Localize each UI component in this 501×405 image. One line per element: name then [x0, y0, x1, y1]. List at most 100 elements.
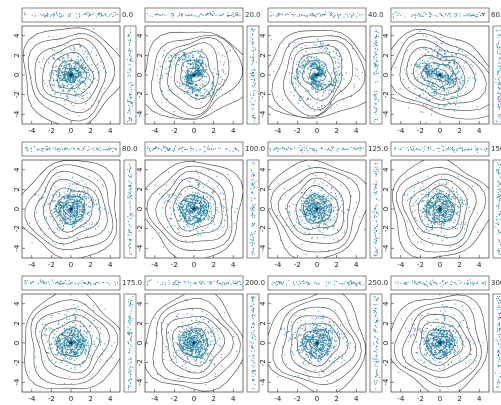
- scatter-point: [339, 53, 341, 55]
- scatter-point: [64, 103, 66, 105]
- strip-point: [374, 66, 376, 68]
- scatter-point: [78, 73, 80, 75]
- strip-point: [419, 16, 421, 18]
- scatter-point: [74, 190, 76, 193]
- scatter-point: [71, 66, 73, 68]
- scatter-point: [342, 59, 344, 61]
- scatter-point: [336, 49, 338, 51]
- scatter-point: [83, 203, 85, 205]
- scatter-point: [91, 75, 93, 77]
- scatter-point: [196, 88, 198, 90]
- scatter-point: [77, 64, 79, 66]
- strip-point: [90, 13, 92, 15]
- scatter-point: [193, 216, 195, 218]
- strip-point: [373, 45, 375, 47]
- scatter-point: [196, 192, 198, 194]
- scatter-point: [333, 84, 335, 86]
- scatter-point: [65, 80, 67, 82]
- scatter-point: [437, 78, 439, 80]
- strip-point: [375, 40, 377, 42]
- scatter-point: [76, 37, 78, 39]
- contour-line: [268, 30, 366, 119]
- scatter-point: [435, 62, 437, 64]
- scatter-point: [216, 185, 218, 188]
- strip-point: [180, 15, 182, 17]
- scatter-point: [58, 70, 61, 72]
- scatter-point: [55, 71, 57, 73]
- scatter-point: [74, 72, 76, 74]
- scatter-point: [292, 83, 294, 85]
- scatter-point: [213, 190, 215, 192]
- scatter-point: [212, 93, 214, 95]
- scatter-point: [169, 65, 171, 67]
- strip-point: [97, 148, 99, 151]
- scatter-point: [312, 76, 314, 78]
- strip-point: [463, 15, 465, 17]
- scatter-point: [196, 63, 198, 65]
- scatter-point: [73, 45, 75, 47]
- scatter-point: [192, 199, 194, 202]
- scatter-point: [159, 78, 161, 80]
- scatter-point: [198, 91, 200, 93]
- strip-point: [36, 149, 38, 151]
- scatter-point: [189, 81, 191, 83]
- strip-point: [498, 100, 501, 102]
- scatter-point: [88, 175, 90, 177]
- scatter-point: [69, 194, 71, 196]
- strip-point: [497, 73, 499, 75]
- scatter-point: [189, 176, 191, 179]
- scatter-point: [187, 76, 189, 78]
- scatter-point: [308, 82, 310, 84]
- scatter-point: [205, 209, 207, 211]
- x-tick-label: 0: [192, 127, 196, 135]
- scatter-point: [74, 91, 76, 93]
- scatter-point: [417, 66, 419, 68]
- scatter-point: [446, 80, 448, 82]
- strip-point: [84, 13, 86, 16]
- scatter-point: [207, 217, 209, 219]
- strip-point: [347, 16, 349, 18]
- contour-line: [291, 45, 343, 111]
- scatter-point: [74, 196, 76, 198]
- strip-point: [358, 14, 361, 16]
- scatter-point: [180, 189, 183, 191]
- scatter-point: [59, 223, 61, 225]
- scatter-point: [414, 63, 416, 65]
- scatter-point: [58, 226, 60, 228]
- strip-point: [155, 13, 157, 15]
- scatter-point: [211, 80, 213, 82]
- strip-point: [99, 147, 101, 149]
- strip-point: [250, 40, 252, 42]
- scatter-point: [53, 74, 55, 76]
- strip-point: [78, 16, 81, 18]
- scatter-point: [211, 219, 213, 221]
- scatter-point: [445, 104, 447, 107]
- strip-point: [252, 85, 254, 88]
- scatter-point: [418, 64, 420, 66]
- strip-point: [378, 73, 380, 75]
- scatter-point: [92, 28, 94, 30]
- scatter-point: [452, 72, 454, 74]
- scatter-point: [442, 83, 444, 85]
- scatter-point: [70, 59, 72, 61]
- scatter-point: [93, 202, 95, 204]
- scatter-point: [202, 196, 204, 198]
- scatter-point: [87, 71, 89, 74]
- scatter-point: [95, 54, 97, 57]
- scatter-point: [296, 69, 298, 71]
- strip-point: [38, 148, 40, 150]
- strip-point: [131, 103, 133, 105]
- strip-point: [497, 86, 500, 88]
- scatter-point: [52, 36, 54, 38]
- scatter-point: [87, 235, 89, 237]
- scatter-point: [308, 62, 310, 64]
- scatter-point: [305, 90, 307, 92]
- strip-point: [278, 15, 280, 17]
- scatter-point: [324, 62, 326, 64]
- strip-point: [130, 98, 132, 100]
- scatter-point: [470, 63, 472, 66]
- scatter-point: [185, 75, 187, 77]
- strip-point: [200, 12, 202, 14]
- strip-point: [99, 14, 101, 16]
- strip-point: [183, 149, 185, 151]
